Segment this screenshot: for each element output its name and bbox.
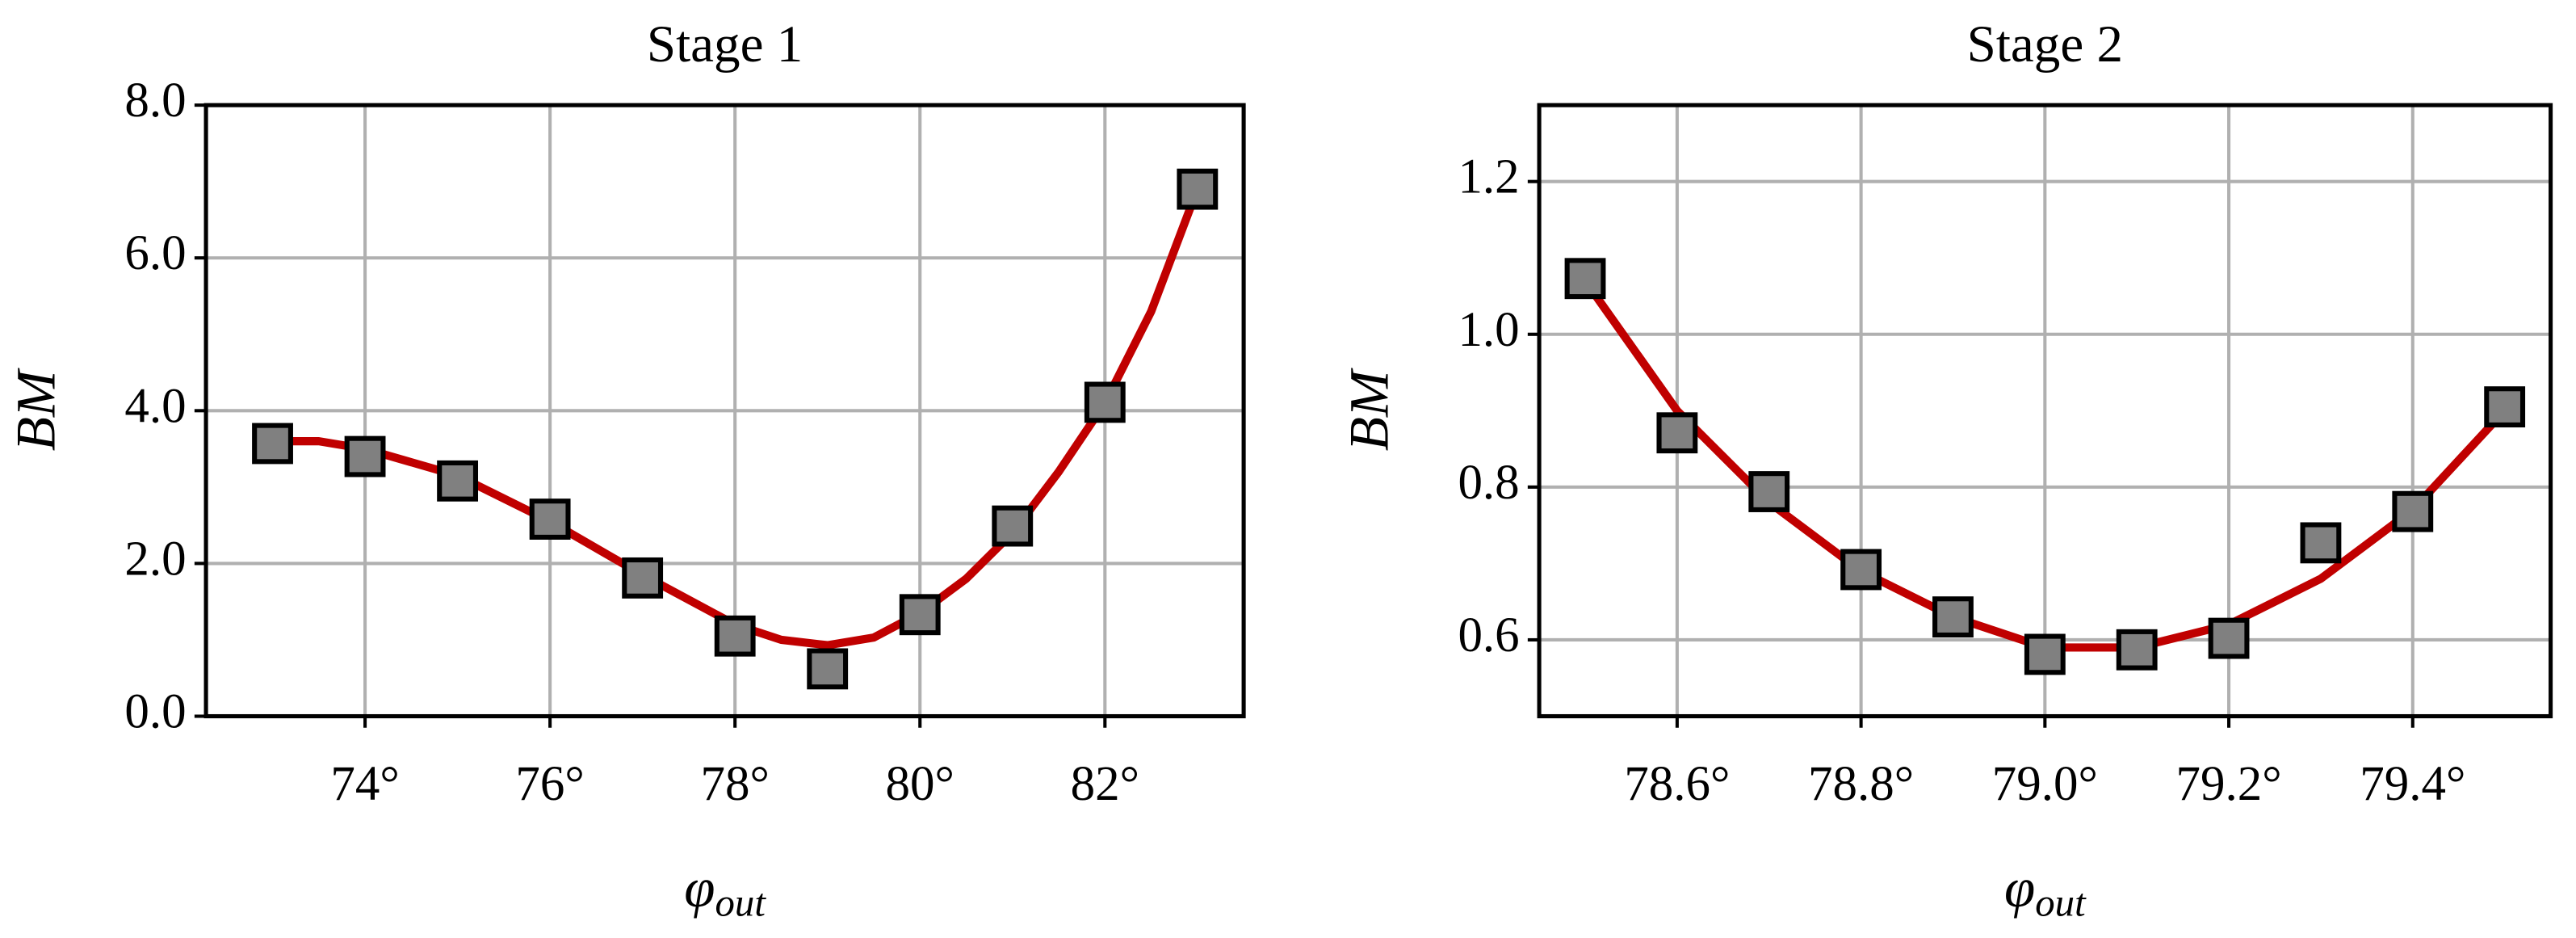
x-tick-label: 78.8° xyxy=(1808,757,1914,811)
marker xyxy=(437,460,479,502)
marker xyxy=(2024,633,2066,675)
marker xyxy=(2208,617,2250,659)
marker xyxy=(2300,522,2342,564)
panel: 74° 76° 78° 80° 82° 0.0 2.0 4.0 6.0 8.0 Stage 1 BM φ… xyxy=(5,15,1246,925)
y-tick-label: 4.0 xyxy=(124,379,186,433)
marker xyxy=(1656,412,1698,454)
x-axis-label: φout xyxy=(2004,856,2087,925)
x-tick-label: 76° xyxy=(515,757,584,811)
x-axis-subscript: out xyxy=(715,881,767,925)
axes-frame xyxy=(203,103,1246,719)
x-tick-label: 74° xyxy=(330,757,399,811)
marker xyxy=(2116,629,2158,671)
y-tick-label: 1.0 xyxy=(1458,303,1519,357)
marker xyxy=(622,557,664,599)
x-tick-label: 79.0° xyxy=(1992,757,2098,811)
marker xyxy=(252,423,293,465)
marker xyxy=(992,505,1034,547)
marker xyxy=(1932,596,1974,638)
y-tick-label: 0.0 xyxy=(124,685,186,739)
marker xyxy=(344,435,386,477)
chart-title: Stage 1 xyxy=(647,15,803,74)
marker xyxy=(2484,386,2526,428)
x-tick-label: 79.2° xyxy=(2176,757,2282,811)
marker xyxy=(1177,168,1219,210)
x-axis-symbol: φ xyxy=(2004,856,2035,919)
x-axis-subscript: out xyxy=(2035,881,2087,925)
y-tick-label: 0.8 xyxy=(1458,456,1519,510)
x-tick-label: 79.4° xyxy=(2360,757,2465,811)
x-tick-label: 78° xyxy=(700,757,769,811)
panel: 78.6° 78.8° 79.0° 79.2° 79.4° 0.6 0.8 1.0 1.2 Sta… xyxy=(1338,15,2553,925)
x-axis-symbol: φ xyxy=(684,856,715,919)
marker xyxy=(2392,490,2434,532)
x-tick-label: 78.6° xyxy=(1624,757,1730,811)
y-tick-label: 8.0 xyxy=(124,74,186,128)
y-tick-label: 0.6 xyxy=(1458,608,1519,662)
marker xyxy=(1084,381,1126,423)
marker xyxy=(807,648,849,690)
fit-line xyxy=(268,185,1202,650)
marker xyxy=(1564,258,1606,300)
y-axis-label: BM xyxy=(1338,368,1400,451)
y-tick-label: 1.2 xyxy=(1458,150,1519,204)
x-tick-label: 80° xyxy=(886,757,954,811)
y-axis-label: BM xyxy=(5,368,67,451)
y-tick-label: 2.0 xyxy=(124,532,186,586)
marker xyxy=(714,615,756,657)
marker xyxy=(1748,471,1790,512)
chart-title: Stage 2 xyxy=(1967,15,2123,74)
marker xyxy=(1840,549,1882,591)
x-axis-label: φout xyxy=(684,856,766,925)
marker xyxy=(529,498,571,540)
axes-frame xyxy=(1537,103,2553,719)
x-tick-label: 82° xyxy=(1071,757,1139,811)
y-tick-label: 6.0 xyxy=(124,226,186,280)
marker xyxy=(899,594,941,636)
